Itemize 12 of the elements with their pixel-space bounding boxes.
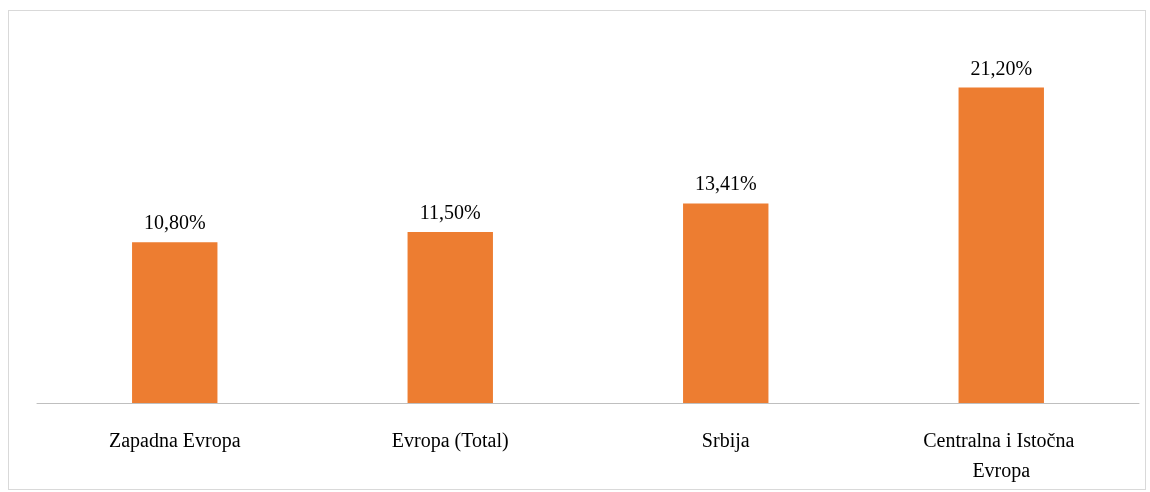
bar: [132, 242, 218, 403]
bar: [958, 87, 1044, 403]
x-tick-label: Evropa (Total): [391, 429, 509, 452]
bar: [407, 231, 493, 403]
bar: [683, 203, 769, 403]
x-tick-label: Srbija: [701, 429, 750, 452]
x-tick-label: Centralna i Istočna Evropa: [923, 429, 1080, 482]
data-label: 21,20%: [970, 56, 1033, 79]
data-label: 10,80%: [143, 211, 206, 234]
data-label: 11,50%: [419, 200, 481, 223]
x-tick-label: Zapadna Evropa: [108, 429, 241, 452]
data-label: 13,41%: [694, 172, 757, 195]
